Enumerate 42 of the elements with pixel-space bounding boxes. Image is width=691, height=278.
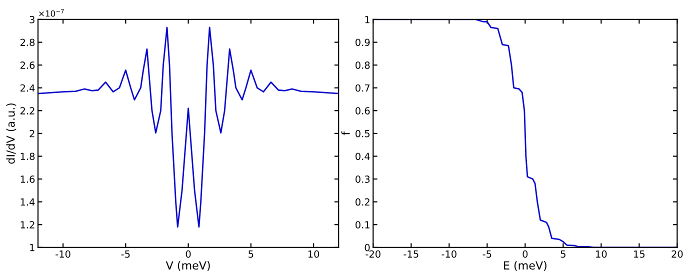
y-tick-label: 0 [364, 244, 370, 252]
text: ×10$^{−7}$ [39, 9, 64, 17]
y-tick-label: 0.8 [356, 62, 370, 69]
x-tick-label: 15 [634, 250, 645, 258]
y-tick-label: 2.8 [20, 38, 35, 46]
y-tick-label: 2 [30, 130, 34, 138]
y-axis-title: dI/dV (a.u.) [6, 103, 16, 164]
y-tick-label: 0.5 [356, 130, 370, 138]
y-tick-label: 1 [365, 16, 370, 24]
y-tick-label: 0.7 [356, 84, 370, 92]
x-tick-label: 10 [308, 250, 320, 258]
y-tick-label: 0.9 [356, 38, 370, 46]
y-tick-label: 2.2 [20, 107, 34, 114]
y-tick-label: 0.6 [356, 107, 370, 114]
y-tick-label: 2.6 [20, 62, 35, 69]
y-tick-label: 1 [30, 244, 34, 252]
y-tick-label: 1.6 [20, 176, 35, 183]
y-tick-label: 1.4 [20, 198, 35, 206]
y-tick-label: 3 [30, 16, 34, 24]
x-tick-label: -20 [366, 250, 380, 258]
y-axis-title: f [341, 131, 350, 136]
x-tick-label: -10 [56, 250, 70, 258]
x-tick-label: -15 [404, 250, 418, 258]
line-series [38, 26, 339, 228]
x-tick-label: 0 [522, 250, 528, 258]
y-tick-label: 0.2 [356, 198, 370, 206]
x-tick-label: 5 [560, 250, 566, 258]
x-tick-label: -5 [482, 250, 492, 258]
x-tick-label: 5 [248, 250, 254, 258]
x-axis-title: V (meV) [166, 261, 210, 271]
y-tick-label: 0.3 [356, 176, 370, 183]
y-tick-label: 2.4 [20, 84, 35, 92]
y-tick-label: 0.4 [356, 152, 370, 160]
x-tick-label: 20 [672, 250, 683, 258]
y-tick-label: 0.1 [356, 221, 370, 228]
y-tick-label: 1.8 [20, 152, 35, 160]
x-tick-label: -10 [442, 250, 456, 258]
y-tick-label: 1.2 [20, 221, 34, 228]
x-tick-label: 10 [596, 250, 607, 258]
x-tick-label: 0 [186, 250, 191, 258]
x-tick-label: -5 [121, 250, 130, 258]
x-axis-title: E (meV) [504, 261, 546, 271]
